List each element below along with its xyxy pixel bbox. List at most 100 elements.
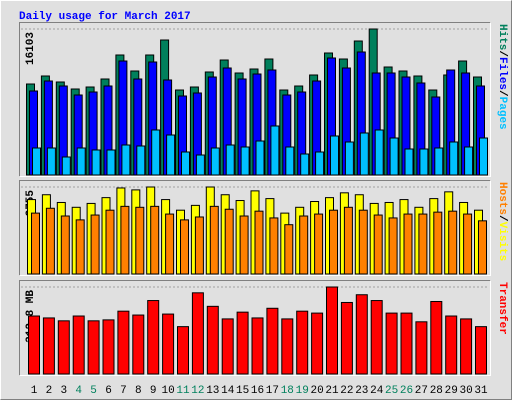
legend-entry: Transfer bbox=[496, 282, 508, 335]
panel-border-dark bbox=[19, 280, 491, 376]
x-tick-label: 26 bbox=[400, 385, 413, 397]
legend: Hosts/Visits bbox=[496, 182, 508, 261]
bar bbox=[195, 154, 205, 176]
bar bbox=[464, 146, 474, 176]
x-tick-label: 2 bbox=[46, 385, 53, 397]
x-tick-label: 21 bbox=[325, 385, 339, 397]
legend-separator: / bbox=[496, 50, 508, 57]
x-tick-label: 13 bbox=[206, 385, 219, 397]
bar bbox=[388, 217, 398, 275]
bar bbox=[344, 141, 354, 176]
bar bbox=[147, 300, 160, 375]
x-tick-label: 15 bbox=[236, 385, 249, 397]
legend-entry: Files bbox=[496, 57, 508, 90]
panel-border-dark bbox=[19, 22, 491, 177]
bar bbox=[358, 209, 368, 275]
bar bbox=[478, 220, 487, 275]
bar bbox=[370, 300, 383, 375]
bar bbox=[311, 312, 324, 375]
bar bbox=[162, 313, 175, 375]
bar bbox=[355, 294, 368, 375]
bar bbox=[210, 147, 220, 176]
bar bbox=[180, 219, 189, 275]
bar bbox=[209, 205, 219, 275]
bar bbox=[400, 312, 413, 375]
bar bbox=[166, 134, 176, 176]
x-tick-label: 12 bbox=[191, 385, 204, 397]
legend: Hits/Files/Pages bbox=[496, 24, 508, 130]
bar bbox=[224, 208, 234, 275]
bar bbox=[415, 321, 428, 375]
bar bbox=[105, 209, 115, 275]
bar bbox=[430, 300, 443, 375]
x-tick-label: 10 bbox=[161, 385, 174, 397]
bar bbox=[45, 207, 55, 275]
x-tick-label: 14 bbox=[221, 385, 235, 397]
bar bbox=[91, 149, 101, 176]
bar bbox=[296, 310, 309, 375]
bar bbox=[177, 326, 189, 375]
bar bbox=[330, 135, 339, 176]
x-tick-label: 17 bbox=[266, 385, 279, 397]
bar bbox=[32, 147, 41, 176]
bar bbox=[419, 148, 429, 176]
x-tick-label: 11 bbox=[176, 385, 190, 397]
bar bbox=[102, 319, 115, 375]
legend-entry: Hosts bbox=[496, 182, 508, 215]
x-tick-label: 3 bbox=[60, 385, 67, 397]
x-tick-label: 29 bbox=[445, 385, 458, 397]
bar bbox=[434, 147, 444, 176]
bar bbox=[463, 213, 473, 275]
legend-entry: Visits bbox=[496, 222, 508, 262]
bar bbox=[326, 286, 338, 375]
y-tick-label: 16103 bbox=[25, 32, 37, 65]
bar bbox=[90, 214, 100, 275]
bar bbox=[239, 215, 249, 275]
legend-entry: Hits bbox=[496, 24, 508, 50]
bar bbox=[255, 140, 265, 176]
bar bbox=[60, 215, 70, 275]
bar bbox=[75, 219, 85, 275]
bar bbox=[314, 213, 324, 275]
x-tick-label: 19 bbox=[296, 385, 309, 397]
chart-title: Daily usage for March 2017 bbox=[19, 11, 191, 23]
bar bbox=[475, 326, 487, 375]
bar bbox=[240, 146, 250, 176]
bar bbox=[72, 315, 85, 375]
bar bbox=[403, 213, 413, 275]
panel-border-light bbox=[19, 280, 491, 376]
bar bbox=[225, 144, 235, 176]
bar bbox=[194, 216, 204, 275]
bar bbox=[251, 317, 264, 375]
bar bbox=[385, 312, 398, 375]
x-tick-label: 24 bbox=[370, 385, 384, 397]
bar bbox=[61, 156, 71, 176]
panel-border-dark bbox=[19, 180, 491, 276]
bar bbox=[445, 315, 458, 375]
bar bbox=[266, 307, 279, 375]
bar bbox=[343, 206, 353, 275]
bar bbox=[165, 213, 175, 275]
bar bbox=[206, 305, 219, 375]
x-tick-label: 30 bbox=[459, 385, 472, 397]
legend-separator: / bbox=[496, 215, 508, 222]
bar bbox=[479, 137, 488, 176]
bar bbox=[181, 151, 190, 176]
bar bbox=[299, 215, 309, 275]
x-tick-label: 18 bbox=[281, 385, 294, 397]
panel-border-light bbox=[19, 22, 491, 177]
x-tick-label: 25 bbox=[385, 385, 398, 397]
bar bbox=[373, 214, 383, 275]
x-tick-label: 9 bbox=[150, 385, 157, 397]
bar bbox=[315, 151, 325, 176]
bar bbox=[236, 311, 249, 375]
x-tick-label: 5 bbox=[90, 385, 97, 397]
bar bbox=[132, 314, 145, 375]
bar bbox=[269, 217, 279, 275]
bar bbox=[284, 224, 294, 275]
bar bbox=[136, 145, 146, 176]
bar bbox=[340, 301, 353, 375]
bar bbox=[87, 320, 100, 375]
bar bbox=[191, 292, 204, 375]
